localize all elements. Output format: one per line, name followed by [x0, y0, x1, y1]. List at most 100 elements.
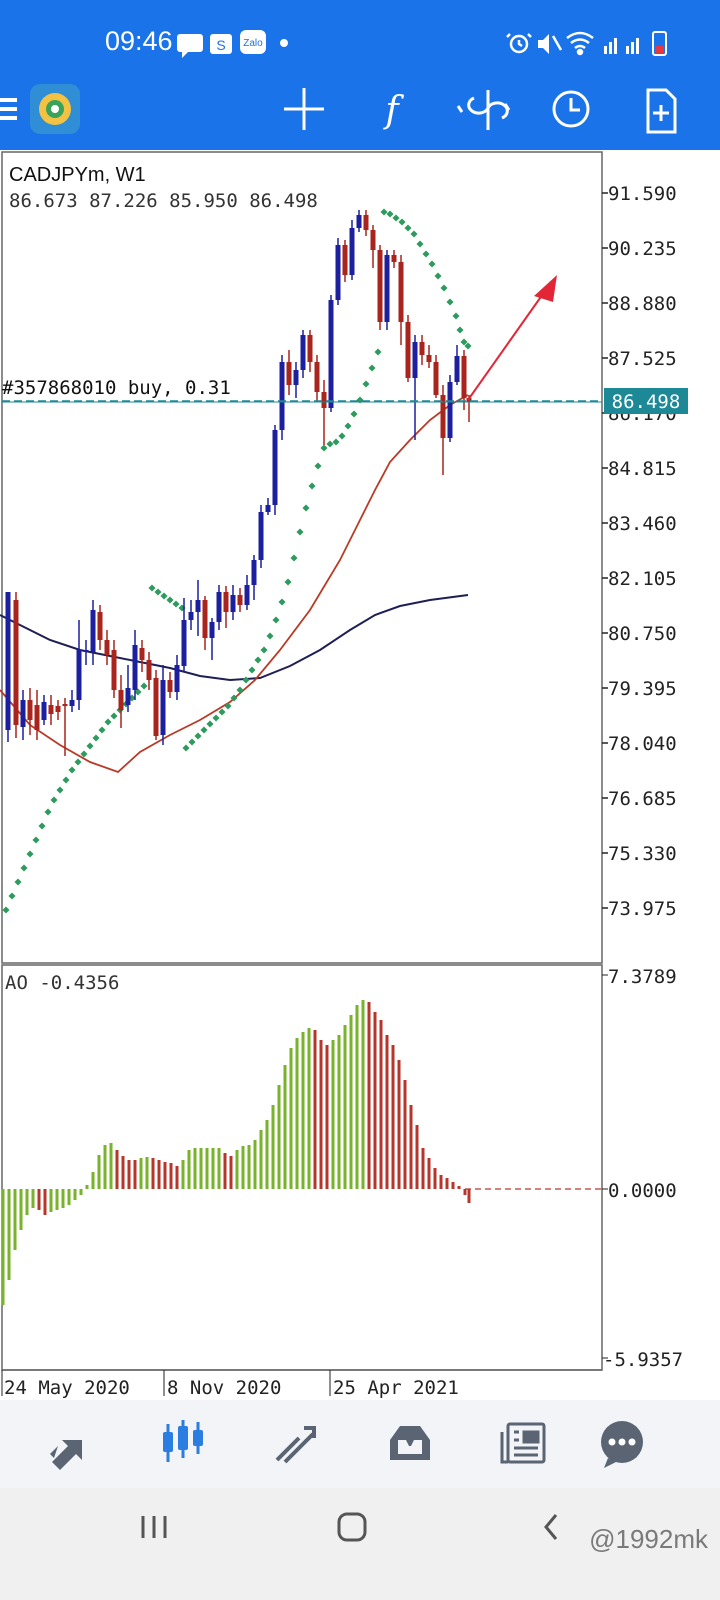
zalo-icon: Zalo [240, 30, 266, 54]
candle [237, 588, 243, 612]
app-logo-icon[interactable] [30, 84, 80, 134]
news-icon[interactable] [500, 1422, 546, 1464]
psar-dot [314, 462, 322, 470]
candle [461, 350, 467, 410]
psar-dot [254, 656, 262, 664]
symbol-label: CADJPYm, W1 [9, 164, 146, 186]
timeframe-icon[interactable] [552, 90, 590, 128]
price-axis: 91.59090.23588.88087.52586.17084.81583.4… [608, 183, 677, 920]
candle [195, 580, 201, 636]
candle [69, 690, 75, 712]
psar-dot [218, 708, 226, 716]
mute-icon [538, 34, 563, 54]
home-icon[interactable] [337, 1512, 367, 1542]
history-icon[interactable] [390, 1426, 430, 1460]
messages-icon[interactable] [601, 1421, 643, 1468]
candle [132, 630, 138, 700]
ohlc-label: 86.673 87.226 85.950 86.498 [9, 190, 318, 212]
candle [55, 700, 61, 720]
menu-icon[interactable] [0, 98, 17, 120]
candle [356, 210, 362, 232]
status-bar: 09:46 S Zalo [0, 0, 720, 78]
candle [349, 220, 355, 280]
psar-dot [44, 808, 52, 816]
date-label-1: 24 May 2020 [4, 1377, 130, 1399]
charts-icon[interactable] [163, 1420, 203, 1462]
candle [62, 698, 68, 756]
status-icons: S Zalo [177, 30, 667, 58]
zalo-label: Zalo [243, 38, 263, 49]
psar-dot [20, 864, 28, 872]
candle [433, 355, 439, 398]
recents-icon[interactable] [141, 1516, 167, 1538]
psar-dot [212, 714, 220, 722]
price-axis-label: 80.750 [608, 623, 677, 645]
psar-dot [460, 338, 468, 346]
psar-dot [68, 766, 76, 774]
psar-dot [350, 410, 358, 418]
psar-dot [200, 726, 208, 734]
candle [76, 620, 82, 710]
trade-icon[interactable] [456, 90, 511, 130]
candle [405, 315, 411, 382]
candle [321, 380, 327, 445]
psar-dot [392, 214, 400, 222]
psar-dot [248, 666, 256, 674]
candle [447, 375, 453, 442]
psar-dot [404, 224, 412, 232]
psar-dot [148, 584, 156, 592]
main-pane-frame [1, 151, 603, 964]
indicators-label: f [382, 90, 404, 131]
ao-axis-zero: 0.0000 [608, 1180, 677, 1202]
candle [188, 600, 194, 630]
trade-icon[interactable] [275, 1426, 316, 1464]
candle [370, 225, 376, 268]
psar-dot [380, 208, 388, 216]
price-axis-label: 75.330 [608, 843, 677, 865]
psar-dot [104, 718, 112, 726]
psar-dot [398, 218, 406, 226]
system-navigation: @1992mk [0, 1488, 720, 1600]
candle [272, 425, 278, 515]
bottom-navigation [0, 1400, 720, 1488]
wifi-icon [566, 31, 594, 56]
psar-dot [38, 822, 46, 830]
order-label: #357868010 buy, 0.31 [2, 377, 231, 399]
dot-icon [280, 39, 288, 47]
candle [139, 640, 145, 672]
back-icon[interactable] [544, 1514, 558, 1540]
candle [377, 245, 383, 330]
chart-area[interactable]: CADJPYm, W1 86.673 87.226 85.950 86.498 … [0, 150, 720, 1400]
fast-moving-average [0, 394, 469, 774]
candle [153, 670, 159, 740]
candle [230, 585, 236, 620]
psar-dot [320, 444, 328, 452]
candle [412, 335, 418, 440]
candle [90, 600, 96, 665]
psar-dot [160, 592, 168, 600]
quotes-icon[interactable] [50, 1440, 82, 1470]
indicators-icon[interactable]: f [382, 90, 404, 131]
price-axis-label: 87.525 [608, 348, 677, 370]
psar-dot [194, 732, 202, 740]
psar-dot [284, 578, 292, 586]
candle [335, 238, 341, 305]
candle [244, 575, 250, 610]
price-axis-label: 84.815 [608, 458, 677, 480]
crosshair-icon[interactable] [284, 88, 324, 130]
candle [286, 350, 292, 395]
candle [83, 640, 89, 665]
new-order-icon[interactable] [646, 88, 677, 134]
price-chart[interactable]: CADJPYm, W1 86.673 87.226 85.950 86.498 … [0, 150, 720, 1400]
psar-dot [188, 738, 196, 746]
s-app-icon: S [210, 34, 232, 54]
psar-dot [428, 260, 436, 268]
psar-dot [140, 682, 148, 690]
battery-icon [652, 31, 667, 56]
candle [48, 695, 54, 725]
psar-dot [296, 528, 304, 536]
candle [279, 355, 285, 440]
price-axis-label: 73.975 [608, 898, 677, 920]
psar-dot [410, 230, 418, 238]
psar-dot [206, 720, 214, 728]
